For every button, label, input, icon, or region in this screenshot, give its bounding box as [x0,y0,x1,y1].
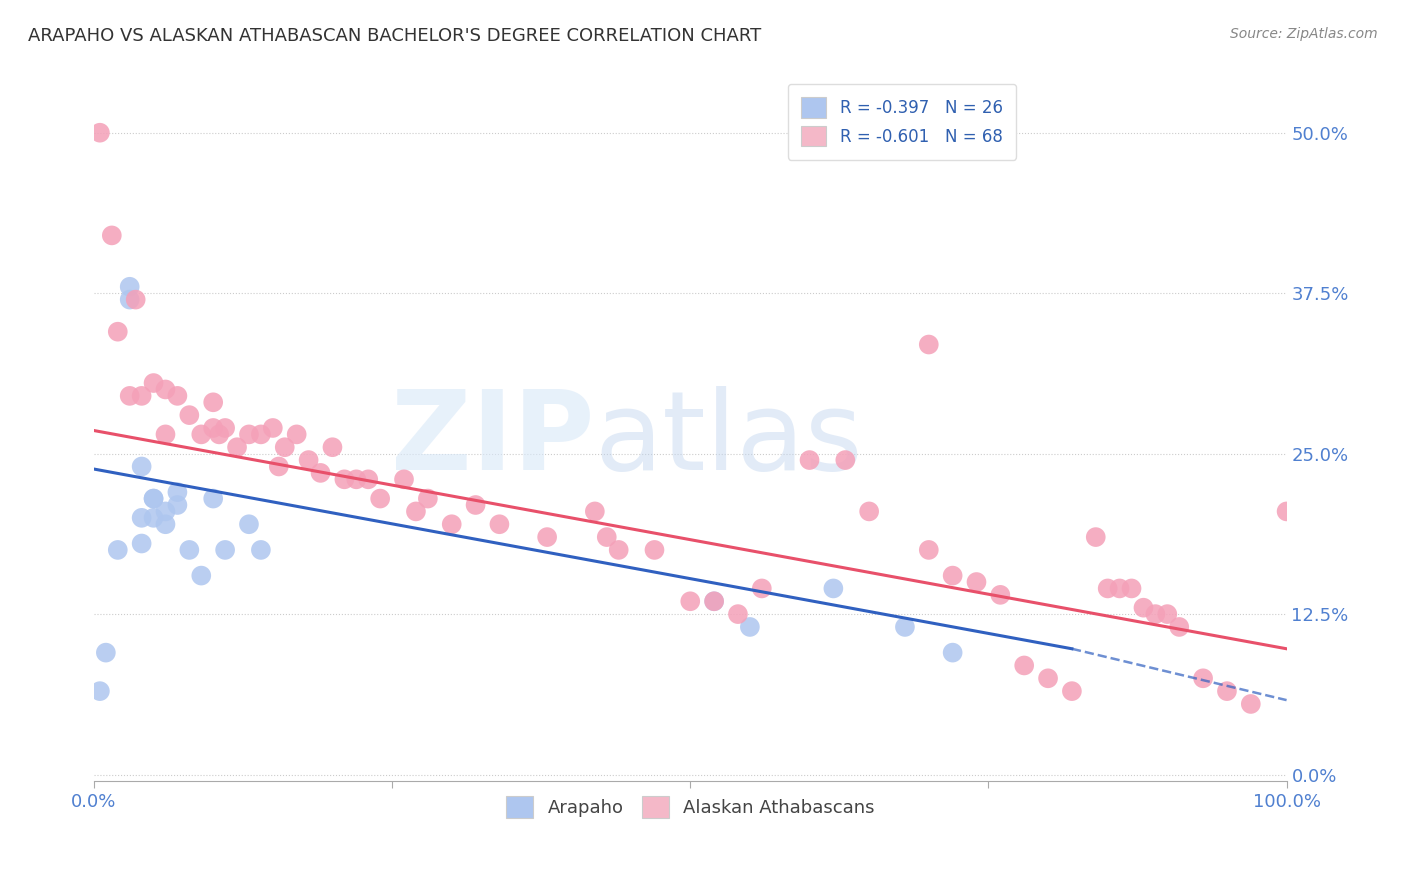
Point [1132,600,1154,615]
Point [607,543,630,558]
Point [392,472,415,486]
Point [799,453,821,467]
Point [250,427,273,442]
Point [238,517,260,532]
Point [1097,582,1119,596]
Point [440,517,463,532]
Point [1012,658,1035,673]
Point [1240,697,1263,711]
Point [101,228,124,243]
Point [1275,504,1298,518]
Point [918,337,941,351]
Point [858,504,880,518]
Point [166,498,188,512]
Point [238,427,260,442]
Point [202,491,225,506]
Point [988,588,1011,602]
Point [107,325,129,339]
Point [118,389,141,403]
Point [1168,620,1191,634]
Point [583,504,606,518]
Point [142,491,165,506]
Point [89,684,111,698]
Point [131,389,153,403]
Point [267,459,290,474]
Point [262,421,284,435]
Point [214,543,236,558]
Point [1121,582,1143,596]
Point [190,568,212,582]
Point [202,421,225,435]
Point [894,620,917,634]
Text: ZIP: ZIP [391,385,595,492]
Point [131,511,153,525]
Point [942,568,965,582]
Point [1156,607,1178,621]
Point [679,594,702,608]
Point [274,440,297,454]
Point [226,440,249,454]
Point [309,466,332,480]
Text: atlas: atlas [595,385,863,492]
Point [1216,684,1239,698]
Point [823,582,845,596]
Point [142,491,165,506]
Point [918,543,941,558]
Text: ARAPAHO VS ALASKAN ATHABASCAN BACHELOR'S DEGREE CORRELATION CHART: ARAPAHO VS ALASKAN ATHABASCAN BACHELOR'S… [28,27,762,45]
Point [131,536,153,550]
Point [1036,671,1059,685]
Point [142,376,165,390]
Point [344,472,367,486]
Point [834,453,856,467]
Point [208,427,231,442]
Point [202,395,225,409]
Point [488,517,510,532]
Point [131,459,153,474]
Point [643,543,665,558]
Point [966,574,988,589]
Point [1108,582,1130,596]
Point [89,126,111,140]
Point [94,646,117,660]
Point [179,408,201,422]
Legend: Arapaho, Alaskan Athabascans: Arapaho, Alaskan Athabascans [499,789,882,825]
Point [124,293,146,307]
Point [1084,530,1107,544]
Point [179,543,201,558]
Point [1144,607,1167,621]
Point [738,620,761,634]
Point [321,440,343,454]
Point [190,427,212,442]
Point [214,421,236,435]
Point [142,511,165,525]
Point [250,543,273,558]
Point [155,383,177,397]
Point [118,293,141,307]
Point [333,472,356,486]
Point [166,389,188,403]
Point [166,485,188,500]
Point [703,594,725,608]
Point [285,427,308,442]
Point [703,594,725,608]
Point [1192,671,1215,685]
Point [751,582,773,596]
Text: Source: ZipAtlas.com: Source: ZipAtlas.com [1230,27,1378,41]
Point [155,517,177,532]
Point [155,504,177,518]
Point [1060,684,1083,698]
Point [416,491,439,506]
Point [107,543,129,558]
Point [118,279,141,293]
Point [464,498,486,512]
Point [368,491,391,506]
Point [405,504,427,518]
Point [942,646,965,660]
Point [727,607,749,621]
Point [297,453,319,467]
Point [596,530,619,544]
Point [155,427,177,442]
Point [536,530,558,544]
Point [357,472,380,486]
